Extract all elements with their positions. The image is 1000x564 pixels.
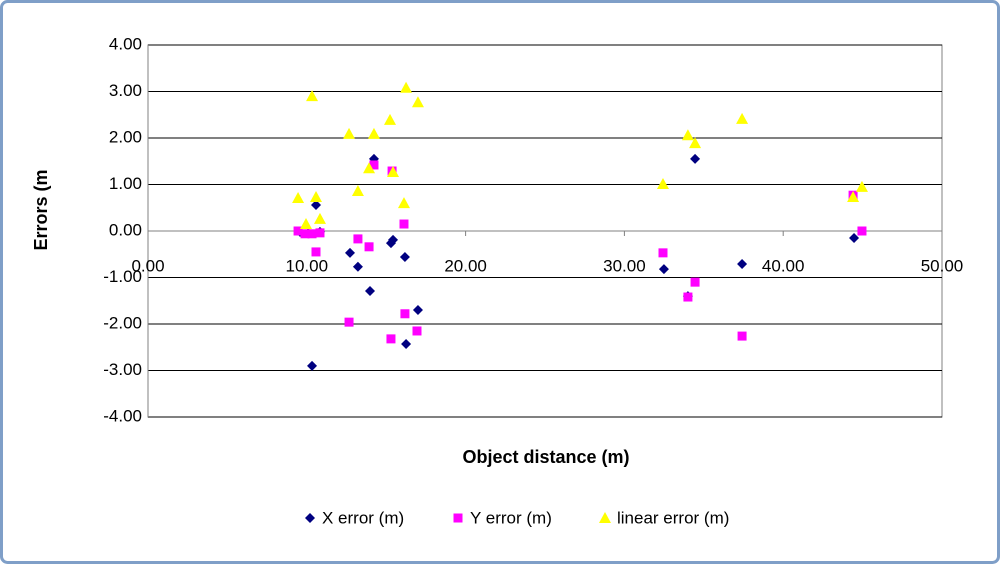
y-tick-label: -4.00 — [103, 406, 142, 425]
point — [736, 112, 749, 124]
point — [658, 264, 669, 275]
point — [352, 261, 363, 272]
point — [306, 90, 319, 102]
y-tick-label: 4.00 — [109, 34, 142, 53]
x-tick-label: 20.00 — [444, 256, 487, 275]
point — [384, 113, 397, 125]
point — [737, 259, 748, 270]
point — [300, 229, 310, 239]
point — [656, 178, 669, 190]
y-tick-label: 2.00 — [109, 127, 142, 146]
point — [364, 242, 374, 252]
point — [388, 234, 399, 245]
point — [351, 185, 364, 197]
x-axis-title: Object distance (m) — [462, 447, 629, 467]
point — [855, 180, 868, 192]
point — [313, 212, 326, 224]
point — [401, 338, 412, 349]
point — [307, 229, 317, 239]
point — [399, 252, 410, 263]
point — [311, 199, 322, 210]
y-tick-label: -2.00 — [103, 313, 142, 332]
point — [412, 305, 423, 316]
point — [367, 127, 380, 139]
point — [365, 285, 376, 296]
point — [353, 234, 363, 244]
point — [857, 226, 867, 236]
legend-marker — [305, 513, 315, 523]
legend-marker — [453, 513, 463, 523]
point — [387, 165, 400, 177]
y-tick-label: -1.00 — [103, 267, 142, 286]
x-tick-label: 40.00 — [762, 256, 805, 275]
point — [307, 360, 318, 371]
legend-label: Y error (m) — [470, 508, 552, 527]
point — [311, 247, 321, 257]
point — [400, 81, 413, 93]
point — [292, 191, 305, 203]
point — [399, 219, 409, 229]
point — [344, 317, 354, 327]
point — [658, 248, 668, 258]
point — [412, 326, 422, 336]
point — [400, 309, 410, 319]
legend-marker — [599, 512, 611, 523]
x-tick-label: 0.00 — [131, 256, 164, 275]
point — [737, 331, 747, 341]
y-tick-label: 3.00 — [109, 81, 142, 100]
x-tick-label: 10.00 — [286, 256, 329, 275]
point — [681, 129, 694, 141]
point — [847, 191, 860, 203]
x-tick-label: 50.00 — [921, 256, 964, 275]
point — [386, 334, 396, 344]
point — [300, 218, 313, 230]
point — [411, 96, 424, 108]
point — [397, 197, 410, 209]
y-tick-label: 0.00 — [109, 220, 142, 239]
point — [315, 228, 325, 238]
point — [689, 137, 702, 149]
point — [344, 247, 355, 258]
y-tick-label: 1.00 — [109, 174, 142, 193]
point — [683, 292, 693, 302]
y-axis-title: Errors (m — [31, 169, 51, 250]
y-tick-label: -3.00 — [103, 360, 142, 379]
point — [363, 162, 376, 174]
point — [690, 153, 701, 164]
point — [690, 277, 700, 287]
legend-label: X error (m) — [322, 508, 404, 527]
legend-label: linear error (m) — [617, 508, 729, 527]
point — [310, 191, 323, 203]
point — [849, 232, 860, 243]
x-tick-label: 30.00 — [603, 256, 646, 275]
point — [343, 127, 356, 139]
